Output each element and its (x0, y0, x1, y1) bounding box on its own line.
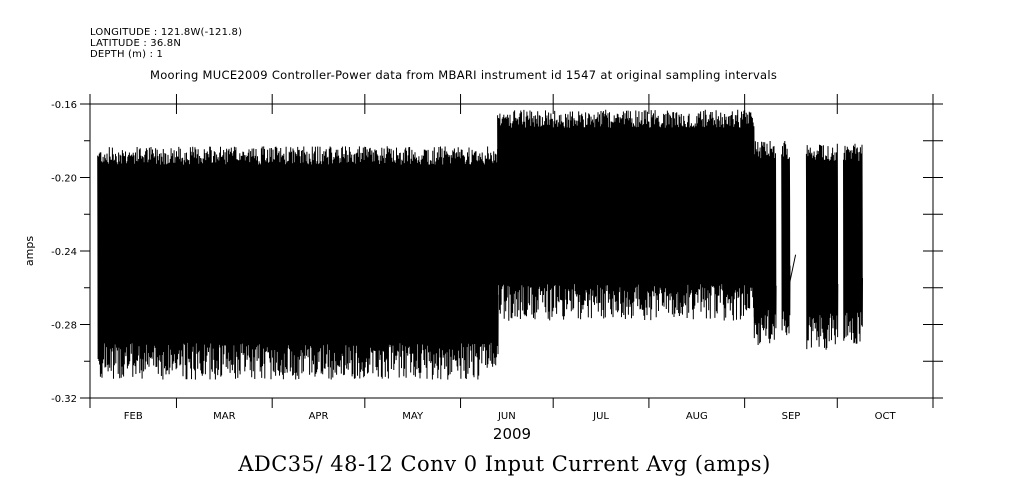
x-tick-label: OCT (875, 411, 897, 422)
x-tick-label: SEP (782, 411, 801, 422)
y-tick-label: -0.28 (51, 321, 77, 332)
longitude-label: LONGITUDE : 121.8W(-121.8) (90, 27, 243, 38)
data-series-segment (781, 140, 791, 336)
variable-title: ADC35/ 48-12 Conv 0 Input Current Avg (a… (238, 452, 771, 476)
latitude-label: LATITUDE : 36.8N (90, 38, 182, 49)
y-tick-label: -0.32 (51, 394, 77, 405)
x-tick-label: APR (309, 411, 329, 422)
x-tick-label: MAY (402, 411, 424, 422)
chart-title: Mooring MUCE2009 Controller-Power data f… (150, 68, 778, 82)
x-tick-label: MAR (213, 411, 235, 422)
x-tick-label: JUL (592, 411, 609, 422)
depth-label: DEPTH (m) : 1 (90, 49, 164, 60)
data-gap-connector (788, 254, 797, 285)
data-series-segment (753, 140, 777, 346)
data-series-segment (805, 143, 839, 350)
x-tick-label: AUG (686, 411, 708, 422)
x-axis-label: 2009 (493, 425, 531, 443)
y-axis-label: amps (23, 236, 36, 266)
y-tick-label: -0.24 (51, 247, 77, 258)
y-tick-label: -0.16 (51, 100, 77, 111)
y-tick-label: -0.20 (51, 174, 77, 185)
x-tick-label: FEB (124, 411, 143, 422)
data-series-segment (97, 146, 499, 380)
data-series-segment (843, 143, 863, 344)
data-series-segment (497, 109, 755, 321)
x-tick-label: JUN (497, 411, 516, 422)
